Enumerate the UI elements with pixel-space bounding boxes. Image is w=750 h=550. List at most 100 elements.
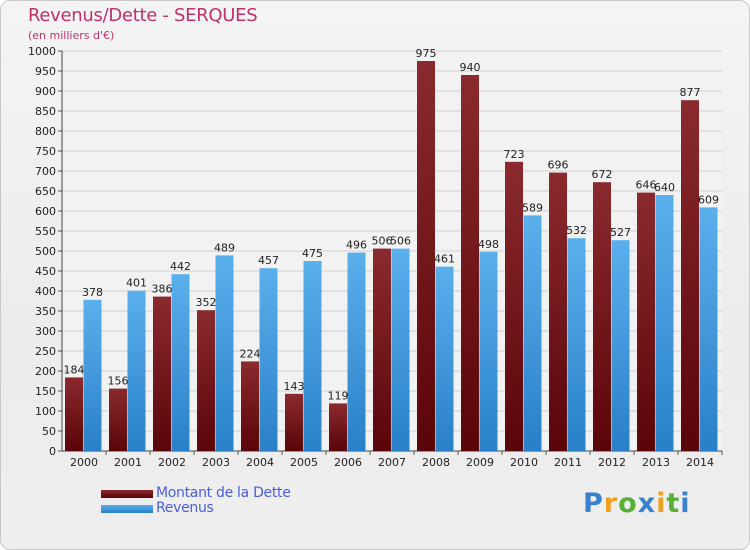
data-label-revenus: 475 [302, 247, 323, 260]
bar-dette [329, 403, 347, 451]
data-label-revenus: 401 [126, 277, 147, 290]
x-tick-label: 2012 [598, 456, 626, 469]
bar-revenus [259, 268, 278, 451]
x-tick-label: 2007 [378, 456, 406, 469]
data-label-revenus: 532 [566, 224, 587, 237]
x-tick-label: 2013 [642, 456, 670, 469]
y-tick-label: 200 [35, 365, 56, 378]
logo-letter: r [603, 488, 619, 519]
y-tick-label: 850 [35, 105, 56, 118]
bar-dette [417, 61, 435, 451]
logo-letter: x [637, 488, 657, 519]
x-tick-label: 2002 [158, 456, 186, 469]
x-tick-label: 2010 [510, 456, 538, 469]
logo-letter: i [656, 488, 667, 519]
bar-dette [65, 377, 83, 451]
y-tick-label: 500 [35, 245, 56, 258]
data-label-dette: 696 [548, 159, 569, 172]
x-tick-label: 2006 [334, 456, 362, 469]
bar-revenus [567, 238, 586, 451]
bar-revenus [347, 252, 366, 451]
bar-dette [593, 182, 611, 451]
legend-label-dette: Montant de la Dette [156, 485, 291, 501]
y-tick-label: 950 [35, 65, 56, 78]
data-label-revenus: 489 [214, 241, 235, 254]
x-tick-label: 2009 [466, 456, 494, 469]
legend-label-revenus: Revenus [156, 500, 214, 516]
logo-letter: t [666, 488, 681, 519]
y-tick-label: 450 [35, 265, 56, 278]
bar-revenus [655, 195, 674, 451]
data-label-revenus: 527 [610, 226, 631, 239]
bar-dette [681, 100, 699, 451]
bar-dette [153, 296, 171, 451]
bar-revenus [435, 266, 454, 451]
data-label-dette: 506 [372, 235, 393, 248]
x-tick-label: 2005 [290, 456, 318, 469]
y-tick-label: 350 [35, 305, 56, 318]
bar-dette [461, 75, 479, 451]
data-label-dette: 723 [504, 148, 525, 161]
y-tick-label: 0 [49, 445, 56, 458]
x-tick-label: 2008 [422, 456, 450, 469]
y-tick-label: 1000 [28, 45, 56, 58]
logo-letter: o [618, 488, 638, 519]
data-label-dette: 940 [460, 61, 481, 74]
chart-subtitle: (en milliers d'€) [28, 29, 115, 42]
x-tick-label: 2011 [554, 456, 582, 469]
y-tick-label: 700 [35, 165, 56, 178]
bar-dette [241, 361, 259, 451]
data-label-dette: 156 [108, 375, 129, 388]
data-label-revenus: 589 [522, 201, 543, 214]
data-label-dette: 877 [680, 86, 701, 99]
data-label-dette: 184 [64, 363, 85, 376]
bar-revenus [699, 207, 718, 451]
legend-swatch-dette [101, 490, 153, 498]
bar-revenus [479, 251, 498, 451]
y-tick-label: 650 [35, 185, 56, 198]
data-label-dette: 646 [636, 179, 657, 192]
bar-revenus [83, 299, 102, 451]
bar-revenus [611, 240, 630, 451]
bar-dette [285, 393, 303, 451]
bar-revenus [215, 255, 234, 451]
x-tick-label: 2001 [114, 456, 142, 469]
y-tick-label: 300 [35, 325, 56, 338]
y-tick-label: 250 [35, 345, 56, 358]
data-label-dette: 975 [416, 47, 437, 60]
data-label-dette: 386 [152, 283, 173, 296]
data-label-revenus: 498 [478, 238, 499, 251]
x-tick-label: 2000 [70, 456, 98, 469]
data-label-dette: 119 [328, 389, 349, 402]
y-tick-label: 800 [35, 125, 56, 138]
data-label-revenus: 506 [390, 235, 411, 248]
bar-dette [637, 192, 655, 451]
y-tick-label: 100 [35, 405, 56, 418]
x-tick-label: 2014 [686, 456, 714, 469]
bar-dette [505, 161, 523, 452]
y-tick-label: 600 [35, 205, 56, 218]
bar-dette [197, 310, 215, 451]
y-tick-label: 150 [35, 385, 56, 398]
data-label-dette: 672 [592, 168, 613, 181]
data-label-dette: 224 [240, 347, 261, 360]
data-label-revenus: 496 [346, 239, 367, 252]
data-label-revenus: 461 [434, 253, 455, 266]
logo-letter: P [583, 488, 604, 519]
chart-title: Revenus/Dette - SERQUES [28, 5, 258, 26]
y-tick-label: 550 [35, 225, 56, 238]
legend-swatch-revenus [101, 505, 153, 513]
data-label-revenus: 442 [170, 260, 191, 273]
y-tick-label: 50 [42, 425, 56, 438]
y-tick-label: 750 [35, 145, 56, 158]
bar-revenus [391, 248, 410, 451]
data-label-revenus: 378 [82, 286, 103, 299]
y-tick-label: 900 [35, 85, 56, 98]
bar-revenus [171, 274, 190, 451]
x-tick-label: 2003 [202, 456, 230, 469]
bar-revenus [303, 261, 322, 451]
bar-revenus [523, 215, 542, 451]
data-label-revenus: 457 [258, 254, 279, 267]
logo-letter: i [680, 488, 691, 519]
